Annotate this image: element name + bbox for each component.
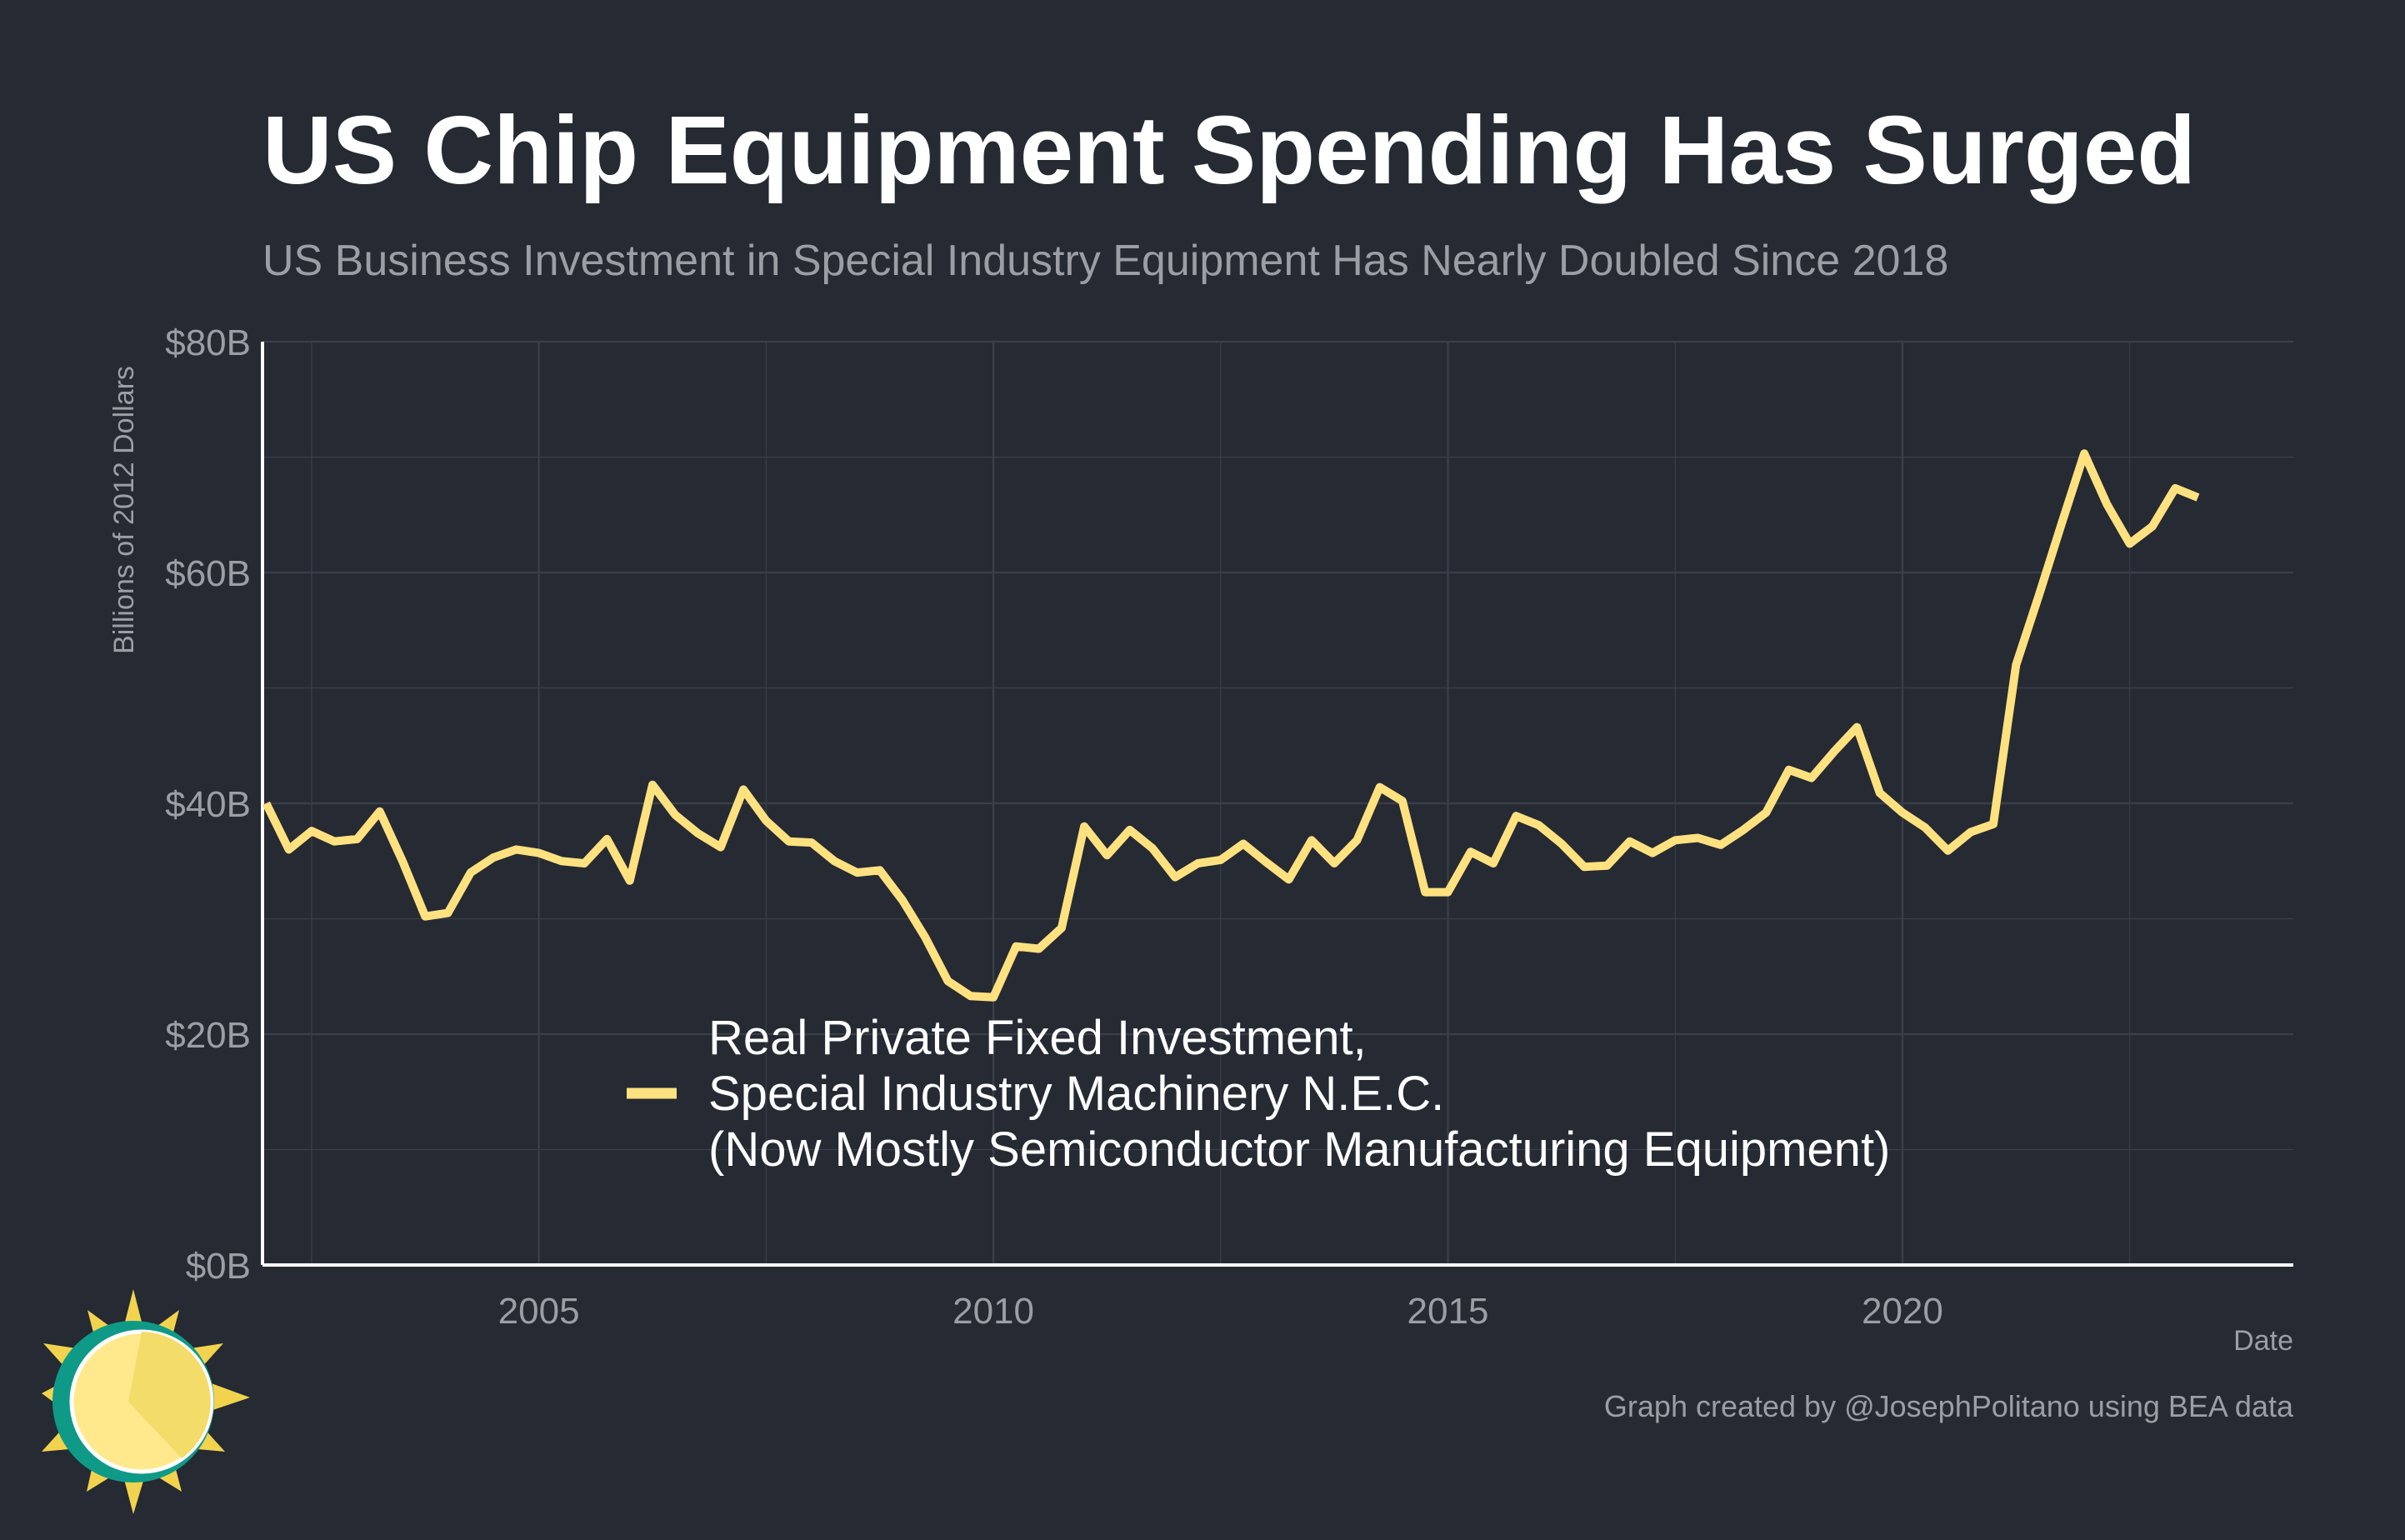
y-axis-label: Billions of 2012 Dollars (108, 366, 140, 654)
legend-line-3: (Now Mostly Semiconductor Manufacturing … (708, 1122, 1890, 1177)
y-tick-label: $60B (165, 553, 251, 594)
x-tick-label: 2005 (498, 1291, 580, 1332)
sun-logo (42, 1289, 250, 1514)
chart-title: US Chip Equipment Spending Has Surged (262, 96, 2196, 204)
y-tick-label: $40B (165, 784, 251, 825)
series-line (262, 449, 2200, 1002)
source-caption: Graph created by @JosephPolitano using B… (1604, 1389, 2294, 1423)
sun-shade (128, 1332, 211, 1458)
x-axis-label: Date (2233, 1325, 2293, 1357)
y-tick-label: $80B (165, 322, 251, 363)
chart-subtitle: US Business Investment in Special Indust… (262, 237, 1948, 285)
y-tick-label: $20B (165, 1015, 251, 1056)
y-tick-labels: $0B $20B $40B $60B $80B (165, 322, 251, 1287)
grid (262, 340, 2293, 1267)
series (262, 449, 2200, 1002)
legend-line-2: Special Industry Machinery N.E.C. (708, 1067, 1444, 1121)
x-tick-label: 2020 (1862, 1291, 1943, 1332)
x-tick-label: 2010 (952, 1291, 1034, 1332)
legend-line-1: Real Private Fixed Investment, (708, 1011, 1367, 1065)
y-tick-label: $0B (186, 1246, 251, 1287)
x-tick-label: 2015 (1408, 1291, 1489, 1332)
x-tick-labels: 2005 2010 2015 2020 (498, 1291, 1943, 1332)
axes (261, 342, 2293, 1267)
legend: Real Private Fixed Investment, Special I… (627, 1011, 1890, 1177)
